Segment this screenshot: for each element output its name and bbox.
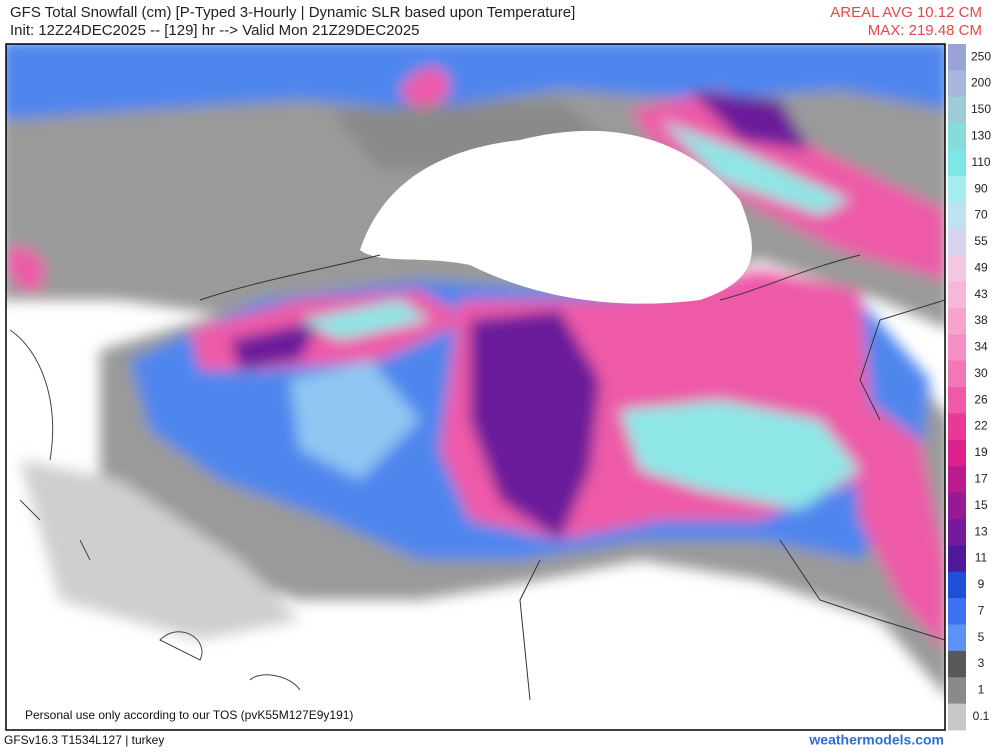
colorbar-swatch (948, 281, 966, 309)
colorbar-label: 3 (978, 656, 985, 670)
colorbar-swatch (948, 70, 966, 98)
colorbar-swatch (948, 598, 966, 625)
colorbar-swatch (948, 492, 966, 520)
colorbar-label: 70 (974, 208, 988, 222)
colorbar-label: 130 (971, 129, 991, 143)
colorbar-label: 90 (974, 181, 988, 195)
colorbar-swatch (948, 175, 966, 203)
colorbar-swatch (948, 677, 966, 705)
colorbar-label: 15 (974, 498, 988, 512)
colorbar-label: 150 (971, 102, 991, 116)
colorbar-swatch (948, 307, 966, 335)
colorbar-swatch (948, 413, 966, 441)
colorbar-label: 19 (974, 445, 988, 459)
colorbar-label: 110 (971, 155, 990, 169)
colorbar-label: 9 (978, 577, 985, 591)
colorbar-label: 5 (978, 630, 985, 644)
colorbar-label: 0.1 (973, 709, 990, 723)
colorbar-swatch (948, 255, 966, 282)
colorbar-swatch (948, 545, 966, 573)
map (6, 44, 945, 730)
colorbar-swatch (948, 360, 966, 388)
colorbar-label: 250 (971, 49, 991, 63)
colorbar-swatch (948, 96, 966, 124)
subtitle: Init: 12Z24DEC2025 -- [129] hr --> Valid… (10, 22, 420, 39)
colorbar-label: 34 (974, 340, 988, 354)
colorbar-label: 17 (974, 472, 988, 486)
colorbar-label: 43 (974, 287, 988, 301)
site-link[interactable]: weathermodels.com (808, 732, 944, 748)
colorbar-swatch (948, 149, 966, 177)
model-info: GFSv16.3 T1534L127 | turkey (4, 733, 164, 747)
colorbar-label: 7 (978, 603, 985, 617)
colorbar-swatch (948, 624, 966, 652)
colorbar-label: 38 (974, 313, 988, 327)
colorbar-label: 13 (974, 524, 988, 538)
map-frame (5, 43, 946, 731)
colorbar-swatch (948, 334, 966, 362)
max-value: MAX: 219.48 CM (868, 22, 982, 39)
colorbar-label: 11 (975, 551, 988, 565)
areal-avg: AREAL AVG 10.12 CM (830, 4, 982, 21)
colorbar-swatch (948, 571, 966, 599)
colorbar-swatch (948, 650, 966, 678)
colorbar-label: 30 (974, 366, 988, 380)
colorbar-label: 1 (978, 683, 985, 697)
colorbar-swatch (948, 518, 966, 546)
colorbar-label: 49 (974, 260, 988, 274)
title: GFS Total Snowfall (cm) [P-Typed 3-Hourl… (10, 4, 575, 21)
colorbar-swatch (948, 466, 966, 494)
colorbar-label: 26 (974, 392, 988, 406)
colorbar-swatch (948, 387, 966, 414)
colorbar-swatch (948, 123, 966, 151)
tos-note: Personal use only according to our TOS (… (25, 708, 353, 722)
colorbar: 2502001501301109070554943383430262219171… (948, 44, 991, 731)
colorbar-swatch (948, 228, 966, 256)
colorbar-label: 200 (971, 76, 991, 90)
colorbar-swatch (948, 439, 966, 467)
colorbar-swatch (948, 703, 966, 731)
colorbar-swatch (948, 44, 966, 71)
colorbar-swatch (948, 202, 966, 230)
colorbar-label: 55 (974, 234, 988, 248)
colorbar-label: 22 (974, 419, 988, 433)
